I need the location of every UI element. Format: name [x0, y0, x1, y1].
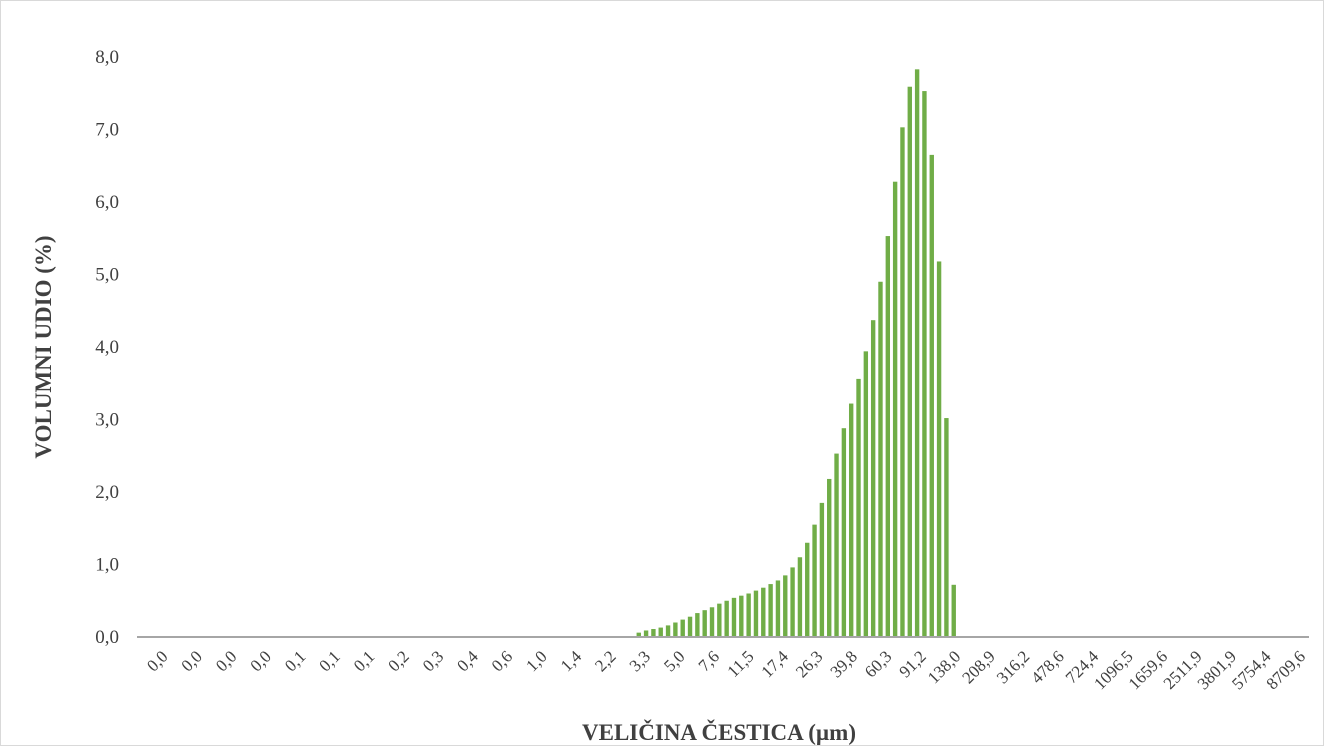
x-tick-label: 316,2: [993, 647, 1033, 687]
bar: [643, 630, 649, 637]
x-tick-label: 0,0: [212, 647, 240, 675]
bar: [695, 613, 700, 637]
bar: [856, 378, 861, 637]
bar: [753, 590, 759, 637]
bar: [702, 610, 707, 637]
bar: [848, 403, 854, 637]
bar: [870, 320, 876, 637]
x-axis-title: VELIČINA ČESTICA (µm): [582, 719, 856, 745]
x-tick-label: 0,1: [315, 647, 343, 675]
x-axis-ticks: 0,0 0,0 0,0 0,0 0,1 0,1 0,1 0,2 0,3 0,4 0,6 1,0 1,4 2…: [143, 647, 1309, 694]
x-tick-label: 0,0: [178, 647, 206, 675]
x-tick-label: 5,0: [660, 647, 688, 675]
bar: [885, 236, 891, 637]
x-tick-label: 60,3: [861, 647, 895, 681]
bar: [651, 629, 656, 637]
bar: [922, 91, 927, 637]
bar: [636, 632, 641, 637]
x-tick-label: 1,0: [522, 647, 550, 675]
bar: [731, 597, 737, 637]
y-tick-label: 5,0: [95, 265, 119, 286]
bar: [878, 281, 883, 637]
x-tick-label: 3,3: [626, 647, 654, 675]
bar: [907, 86, 912, 638]
x-tick-label: 91,2: [895, 647, 929, 681]
bar: [892, 181, 898, 637]
bar: [944, 418, 949, 637]
y-tick-label: 8,0: [95, 47, 119, 68]
x-tick-label: 11,5: [724, 647, 758, 681]
bar: [951, 584, 956, 637]
x-tick-label: 1,4: [557, 647, 586, 676]
x-tick-label: 208,9: [958, 647, 998, 687]
x-tick-label: 138,0: [924, 647, 964, 687]
x-tick-label: 0,1: [350, 647, 378, 675]
x-tick-label: 1096,5: [1090, 647, 1136, 693]
bar: [827, 478, 832, 637]
y-tick-label: 3,0: [95, 410, 119, 431]
bar: [724, 600, 729, 637]
y-tick-label: 7,0: [95, 120, 119, 141]
bar: [797, 557, 803, 637]
bar: [936, 261, 942, 637]
bar: [658, 627, 663, 637]
bar: [680, 619, 685, 637]
x-tick-label: 8709,6: [1263, 647, 1309, 693]
bar: [739, 595, 744, 637]
x-tick-label: 7,6: [695, 647, 723, 675]
bar-series: [636, 69, 956, 638]
bar: [783, 575, 788, 638]
x-tick-label: 0,4: [453, 647, 482, 676]
bar: [929, 154, 934, 638]
bar: [665, 625, 671, 637]
x-tick-label: 0,0: [246, 647, 274, 675]
bar: [863, 351, 869, 637]
x-tick-label: 2,2: [591, 647, 619, 675]
x-tick-label: 1659,6: [1125, 647, 1171, 693]
bar: [768, 584, 773, 637]
x-tick-label: 39,8: [826, 647, 860, 681]
bar: [841, 428, 847, 637]
bar: [805, 542, 810, 637]
bar: [900, 127, 905, 637]
y-axis-title: VOLUMNI UDIO (%): [31, 235, 56, 458]
y-tick-label: 2,0: [95, 482, 119, 503]
x-tick-label: 478,6: [1027, 647, 1067, 687]
bar: [761, 587, 766, 637]
bar: [775, 580, 781, 637]
x-tick-label: 0,3: [419, 647, 447, 675]
x-tick-label: 0,0: [143, 647, 171, 675]
bar: [834, 453, 839, 637]
bar: [790, 567, 795, 637]
y-axis-ticks: 0,0 1,0 2,0 3,0 4,0 5,0 6,0 7,0 8,0: [95, 47, 119, 648]
bar: [717, 603, 722, 637]
x-tick-label: 0,6: [488, 647, 516, 675]
y-tick-label: 1,0: [95, 555, 119, 576]
y-tick-label: 4,0: [95, 337, 119, 358]
x-tick-label: 0,1: [281, 647, 309, 675]
x-tick-label: 26,3: [792, 647, 826, 681]
bar: [746, 593, 751, 637]
bar: [914, 69, 920, 637]
y-tick-label: 6,0: [95, 192, 119, 213]
bar: [819, 502, 825, 638]
x-tick-label: 3801,9: [1194, 647, 1240, 693]
x-tick-label: 17,4: [758, 647, 793, 682]
x-tick-label: 0,2: [384, 647, 412, 675]
bar: [687, 616, 693, 637]
bar: [709, 607, 715, 637]
bar: [673, 622, 678, 637]
bar: [812, 524, 817, 638]
y-tick-label: 0,0: [95, 627, 119, 648]
